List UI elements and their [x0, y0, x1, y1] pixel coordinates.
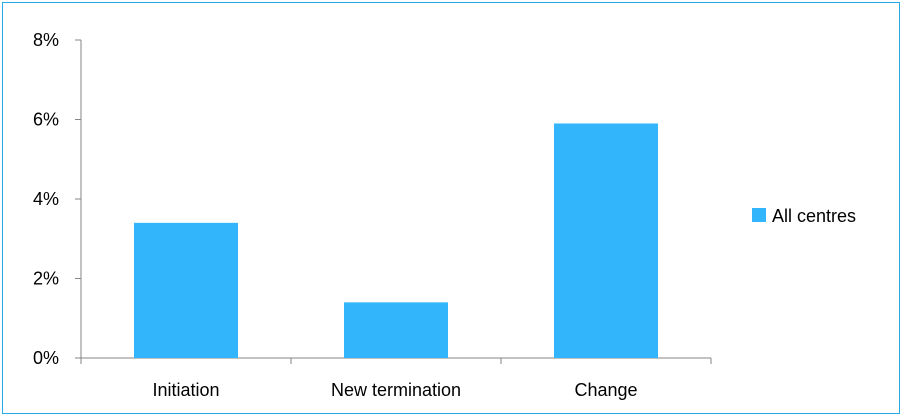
legend-swatch: [752, 208, 766, 222]
tick-labels: 0% 2% 4% 6% 8% Initiation New termination Chang…: [33, 30, 638, 400]
y-tick-label: 2%: [33, 269, 59, 289]
x-tick-label: Change: [574, 380, 637, 400]
bars: [134, 123, 658, 358]
bar-change: [554, 123, 658, 358]
y-tick-label: 4%: [33, 189, 59, 209]
y-tick-label: 6%: [33, 110, 59, 130]
bar-initiation: [134, 222, 238, 358]
bar-new-termination: [344, 302, 448, 358]
x-tick-label: Initiation: [152, 380, 219, 400]
legend-label: All centres: [772, 206, 856, 226]
y-tick-label: 0%: [33, 348, 59, 368]
legend: All centres: [752, 206, 856, 226]
x-tick-label: New termination: [331, 380, 461, 400]
y-tick-label: 8%: [33, 30, 59, 50]
